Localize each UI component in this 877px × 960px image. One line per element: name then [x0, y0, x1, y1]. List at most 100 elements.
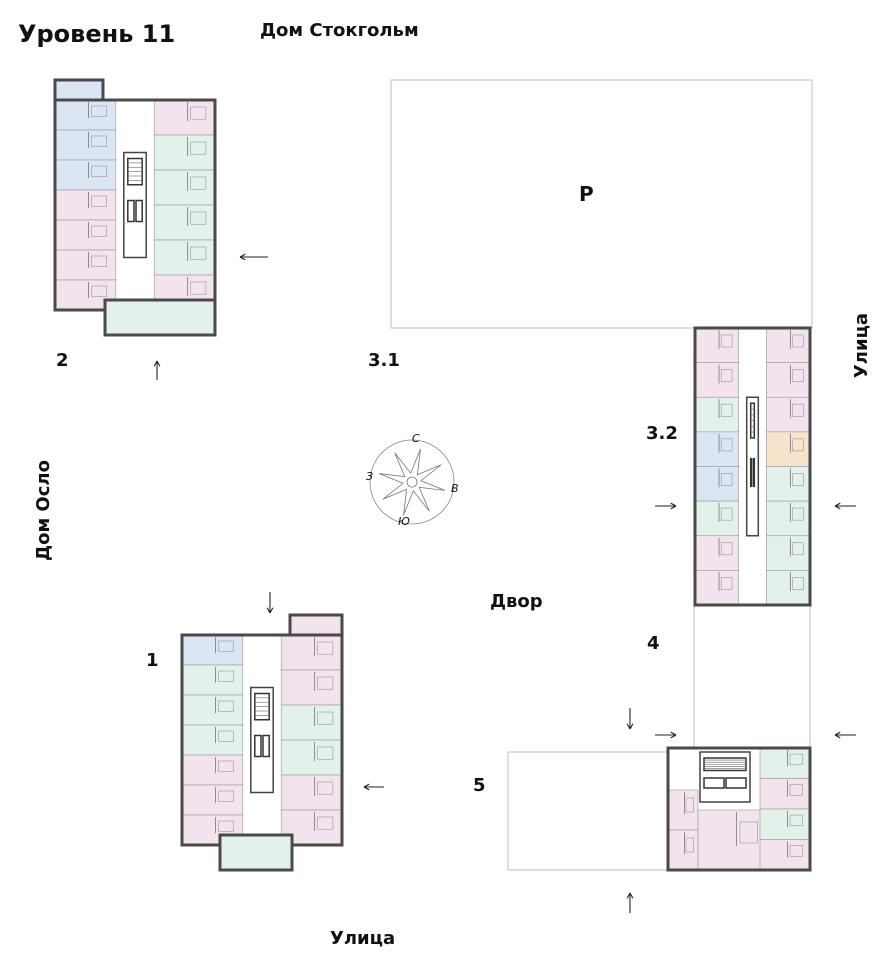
section-2-left-unit	[54, 129, 117, 161]
furniture	[218, 670, 234, 682]
entrance-arrow-icon	[153, 360, 161, 380]
furniture	[792, 438, 804, 452]
furniture	[789, 753, 803, 766]
furniture	[190, 141, 207, 155]
furniture	[792, 369, 804, 382]
compass-east: В	[451, 482, 459, 495]
section-3-2-right-unit	[765, 570, 811, 606]
furniture	[218, 790, 234, 802]
section-5-outer-wall	[666, 746, 812, 872]
entrance-arrow-icon	[363, 783, 384, 791]
section-1-left-unit	[181, 694, 244, 726]
street-east-label: Улица	[851, 312, 873, 379]
compass-star-icon	[378, 448, 446, 516]
elevator	[725, 777, 747, 789]
section-3-2-left-unit	[694, 431, 740, 467]
furniture	[91, 255, 107, 267]
entrance-arrow-icon	[626, 708, 634, 730]
section-2-right-unit	[153, 204, 216, 241]
furniture	[720, 334, 733, 348]
courtyard-label: Двор	[490, 591, 543, 612]
compass-west: З	[366, 470, 374, 483]
furniture	[190, 211, 207, 225]
furniture	[190, 176, 207, 190]
furniture	[190, 281, 207, 295]
furniture	[720, 507, 733, 521]
section-3-2-left-unit	[694, 327, 740, 363]
section-1-right-unit	[280, 774, 343, 811]
street-south-label: Улица	[330, 928, 396, 949]
furniture	[685, 797, 694, 813]
furniture	[720, 542, 733, 556]
section-3-1-label: 3.1	[368, 350, 400, 371]
section-3-2-left-unit	[694, 396, 740, 433]
section-4-outline	[693, 604, 811, 749]
section-3-2-right-unit	[765, 396, 811, 433]
furniture	[720, 473, 733, 486]
entrance-arrow-icon	[655, 502, 677, 510]
elevator	[127, 199, 135, 223]
section-1-right-unit	[280, 634, 343, 671]
entrance-arrow-icon	[655, 731, 677, 739]
furniture	[91, 135, 107, 147]
section-1-left-unit	[181, 634, 244, 666]
level-title: Уровень 11	[18, 20, 176, 48]
section-2-right-unit	[153, 169, 216, 206]
section-3-2-label: 3.2	[646, 423, 678, 444]
section-4-label: 4	[647, 633, 660, 654]
furniture	[720, 438, 733, 452]
section-1-right-unit	[280, 669, 343, 706]
furniture	[792, 542, 804, 556]
section-3-2-right-unit	[765, 500, 811, 537]
furniture	[91, 285, 107, 297]
furniture	[792, 576, 804, 590]
section-2-label: 2	[56, 350, 69, 371]
furniture	[91, 165, 107, 177]
section-2-left-unit	[54, 159, 117, 191]
house-west-label: Дом Осло	[32, 460, 54, 561]
furniture	[190, 246, 207, 260]
elevator	[752, 457, 756, 488]
section-2-bottom-wing	[103, 298, 217, 337]
furniture	[317, 781, 334, 795]
section-3-2-right-unit	[765, 466, 811, 502]
section-3-2-left-unit	[694, 362, 740, 398]
furniture	[792, 507, 804, 521]
section-1-right-unit	[280, 739, 343, 776]
section-5-left-unit	[667, 789, 699, 831]
entrance-arrow-icon	[239, 253, 268, 261]
furniture	[789, 784, 803, 796]
furniture	[190, 106, 207, 120]
furniture	[317, 711, 334, 725]
section-1-bottom-wing	[218, 833, 294, 872]
furniture	[789, 814, 803, 827]
compass-circle	[369, 439, 455, 525]
entrance-arrow-icon	[834, 502, 856, 510]
compass-south: Ю	[398, 515, 410, 528]
furniture	[91, 195, 107, 207]
section-5-right-unit	[759, 747, 811, 779]
furniture	[218, 760, 234, 772]
section-3-2-right-unit	[765, 431, 811, 467]
parking-label: P	[579, 182, 594, 206]
furniture	[720, 369, 733, 382]
section-3-2-left-unit	[694, 570, 740, 606]
furniture	[91, 225, 107, 237]
furniture	[792, 473, 804, 486]
section-5-annex-outline	[507, 751, 669, 871]
section-3-2-outer-wall	[693, 326, 812, 607]
section-2-left-unit	[54, 219, 117, 251]
furniture	[91, 105, 107, 117]
furniture	[789, 845, 803, 857]
section-5-label: 5	[473, 775, 486, 796]
elevator	[749, 457, 753, 488]
furniture	[685, 837, 694, 853]
parking-outline	[390, 79, 813, 329]
furniture	[792, 334, 804, 348]
furniture	[720, 403, 733, 417]
compass-center	[406, 476, 418, 488]
furniture	[317, 676, 334, 690]
core	[745, 396, 760, 537]
furniture	[720, 576, 733, 590]
